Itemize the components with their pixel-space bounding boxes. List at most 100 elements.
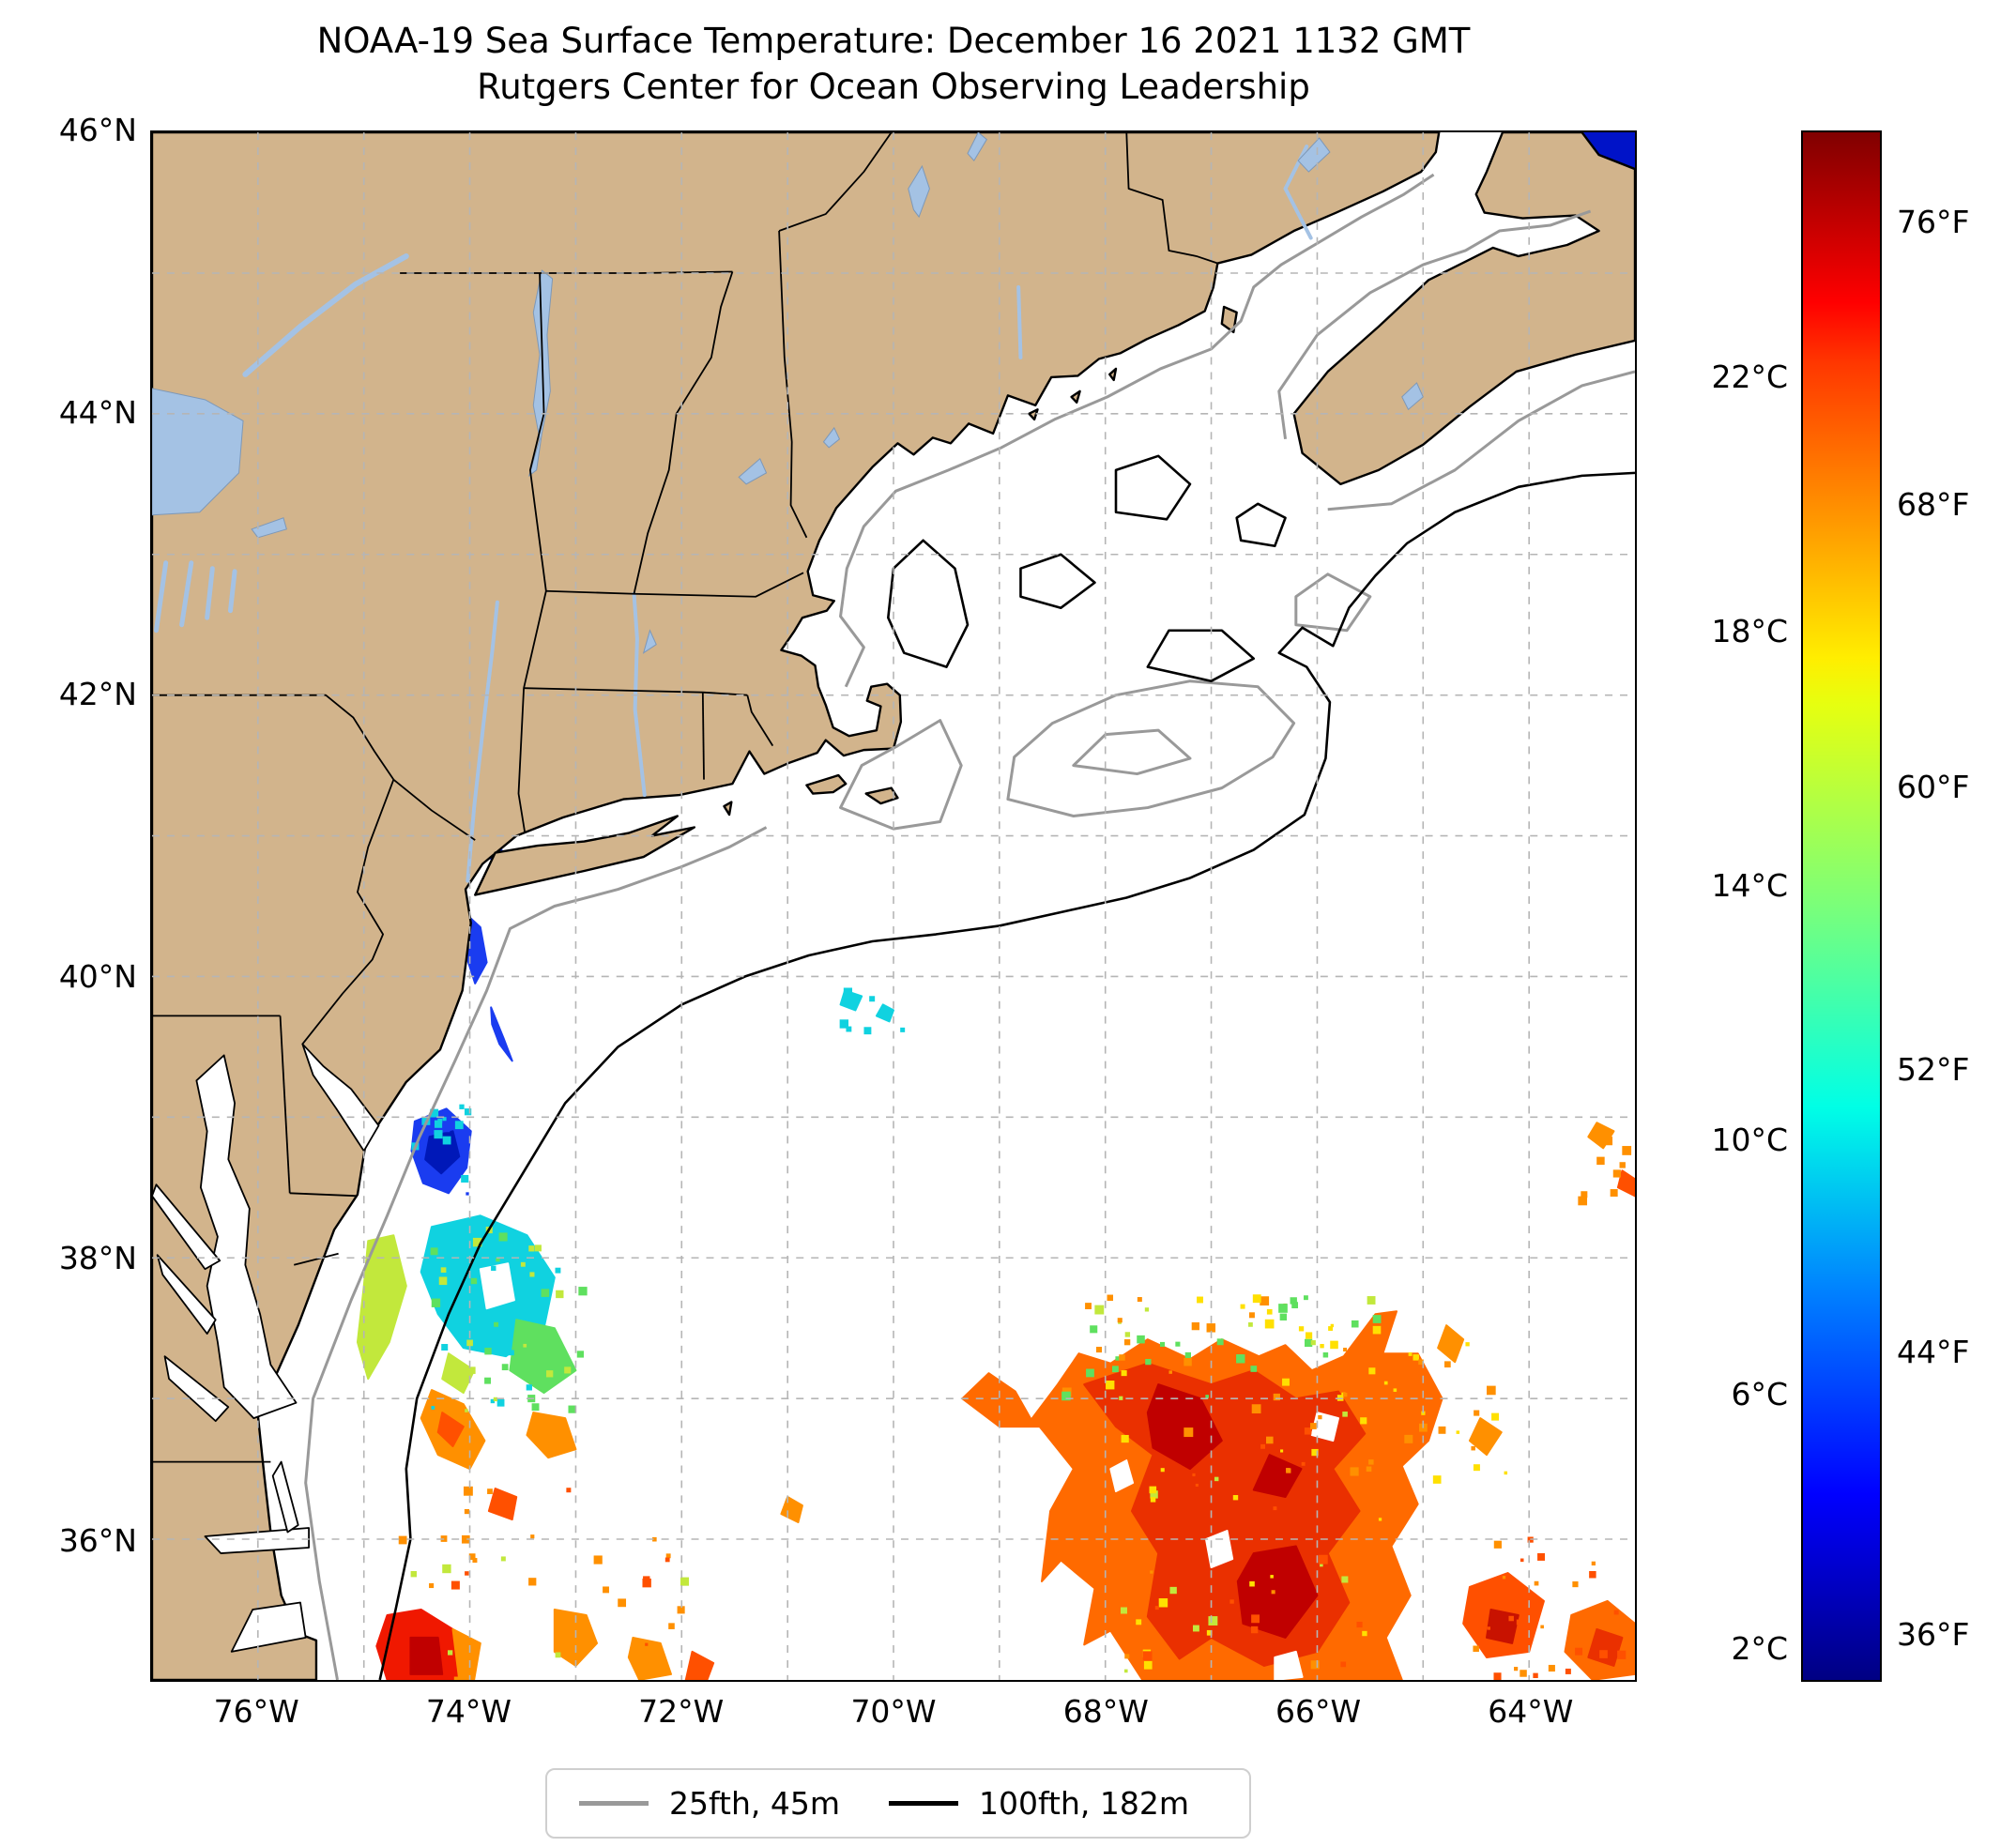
sst-speckle (1311, 1448, 1319, 1457)
sst-speckle (1565, 1668, 1571, 1674)
sst-speckle (1260, 1443, 1265, 1449)
sst-speckle (1328, 1326, 1334, 1331)
sst-speckle (1443, 1341, 1449, 1348)
sst-speckle (1508, 1615, 1514, 1622)
lake-lake-ontario (152, 388, 244, 516)
sst-speckle (1137, 1335, 1145, 1344)
sst-patch-bottom-red-core (409, 1636, 444, 1675)
sst-speckle (1282, 1378, 1290, 1386)
sst-speckle (1143, 1660, 1153, 1670)
sst-speckle (1206, 1629, 1213, 1636)
sst-speckle (429, 1582, 435, 1589)
sst-speckle (1310, 1660, 1320, 1670)
lake-grand-lake-nb (1297, 137, 1331, 173)
sst-speckle (1150, 1490, 1158, 1499)
sst-speckle (455, 1299, 465, 1308)
sst-speckle (484, 1377, 491, 1384)
sst-speckle (468, 1366, 476, 1374)
sst-speckle (1383, 1381, 1388, 1385)
sst-speckle (680, 1577, 690, 1586)
sst-speckle (618, 1598, 627, 1608)
isobath-45m-ns-atlantic (1327, 370, 1635, 511)
sst-patch-gulfstream-hole-3 (1109, 1459, 1135, 1493)
lake-sebago-lake (822, 426, 841, 449)
sst-speckle (1154, 1606, 1159, 1610)
sst-speckle (1248, 1321, 1253, 1327)
sst-speckle (1232, 1495, 1239, 1501)
sst-patch-gulfstream-hole-1 (1204, 1530, 1234, 1569)
sst-speckle (494, 1321, 499, 1327)
sst-speckle (500, 1556, 506, 1562)
sst-speckle (1533, 1672, 1538, 1679)
sst-speckle (1279, 1313, 1288, 1320)
sst-speckle (434, 1171, 438, 1176)
border-ny-ma-ct (517, 590, 547, 833)
sst-speckle (1537, 1552, 1546, 1561)
sst-patch-midshelf-hole (479, 1262, 515, 1310)
sst-speckle (464, 1108, 472, 1116)
border-me-quebec (778, 132, 893, 232)
sst-speckle (1432, 1475, 1442, 1484)
sst-speckle (441, 1344, 449, 1351)
y-tick-label: 40°N (58, 957, 137, 995)
sst-speckle (461, 1534, 470, 1544)
sst-speckle (496, 1258, 500, 1262)
sst-speckle (1094, 1305, 1105, 1315)
sst-speckle (1310, 1340, 1316, 1346)
y-tick-label: 44°N (58, 393, 137, 431)
sst-speckle (1610, 1189, 1618, 1198)
border-ny-nj (392, 778, 476, 841)
water-currituck-sound (271, 1460, 299, 1534)
sst-speckle (863, 1027, 872, 1035)
sst-speckle (493, 1397, 498, 1402)
sst-speckle (1260, 1296, 1270, 1306)
x-tick-label: 76°W (213, 1693, 299, 1730)
sst-speckle (398, 1535, 407, 1545)
y-tick-label: 38°N (58, 1240, 137, 1277)
border-me-nb (1125, 132, 1218, 265)
sst-speckle (1124, 1332, 1131, 1337)
water-albemarle-sound (204, 1527, 310, 1554)
sst-speckle (1502, 1576, 1506, 1580)
sst-speckle (459, 1104, 465, 1109)
sst-speckle (1368, 1459, 1374, 1465)
sst-speckle (1206, 1323, 1216, 1333)
sst-speckle (487, 1488, 493, 1495)
sst-speckle (1444, 1361, 1451, 1368)
sst-speckle (900, 1027, 906, 1032)
colorbar-fahrenheit-tick: 60°F (1897, 768, 1970, 805)
sst-speckle (593, 1555, 603, 1565)
sst-speckle (1366, 1466, 1372, 1473)
water-pamlico-sound (230, 1601, 307, 1653)
sst-patch-right-edge-speck-b (1616, 1169, 1635, 1198)
sst-speckle (1229, 1599, 1234, 1604)
sst-speckle (1421, 1411, 1426, 1415)
sst-speckle (1350, 1467, 1359, 1476)
x-tick-label: 64°W (1488, 1693, 1574, 1730)
sst-speckle (1168, 1370, 1172, 1374)
sst-speckle (1619, 1162, 1626, 1168)
y-tick-label: 46°N (58, 112, 137, 148)
land-marthas-vineyard (805, 773, 848, 795)
sst-speckle (603, 1586, 609, 1594)
sst-speckle (555, 1652, 561, 1658)
sst-speckle (470, 1277, 478, 1285)
sst-speckle (1160, 1468, 1165, 1473)
sst-speckle (1393, 1388, 1397, 1392)
sst-speckle (520, 1261, 526, 1267)
sst-speckle (1320, 1344, 1324, 1349)
isobath-45m-legend-label: 25fth, 45m (669, 1785, 840, 1822)
isobath-45m-browns-bank (1294, 572, 1372, 633)
river-connecticut-river (632, 591, 647, 798)
y-tick-label: 36°N (58, 1521, 137, 1559)
sst-speckle (528, 1294, 533, 1299)
isobath-182m-layer (378, 454, 1635, 1680)
colorbar-fahrenheit-tick: 44°F (1897, 1333, 1970, 1370)
sst-speckle (556, 1290, 564, 1299)
sst-speckle (1273, 1393, 1280, 1401)
sst-speckle (846, 1026, 852, 1032)
sst-speckle (1309, 1423, 1317, 1429)
border-pa-ny (152, 694, 395, 781)
sst-speckle (1169, 1586, 1177, 1595)
sst-speckle (442, 1136, 451, 1145)
